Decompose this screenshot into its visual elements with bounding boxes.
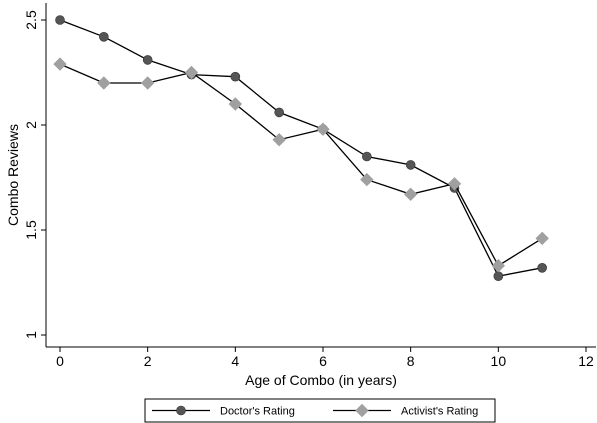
legend: Doctor's Rating Activist's Rating xyxy=(144,398,496,423)
data-point xyxy=(360,172,374,187)
data-point xyxy=(274,107,284,118)
series-1 xyxy=(55,15,547,282)
series-layer xyxy=(53,15,549,282)
legend-marker xyxy=(176,405,186,416)
data-point xyxy=(53,57,67,71)
series-2 xyxy=(53,57,549,273)
x-axis-title: Age of Combo (in years) xyxy=(245,372,397,388)
data-point xyxy=(405,160,416,170)
data-point xyxy=(537,262,547,273)
data-point xyxy=(403,187,418,202)
y-axis-title: Combo Reviews xyxy=(5,124,21,226)
y-tick-label: 1.5 xyxy=(23,220,39,240)
legend-marker xyxy=(355,403,369,418)
data-point xyxy=(184,65,199,80)
legend-entry: Activist's Rating xyxy=(333,403,478,418)
x-tick-label: 4 xyxy=(231,353,239,369)
x-tick-label: 10 xyxy=(491,353,507,369)
plot-area xyxy=(45,3,596,348)
data-point xyxy=(447,177,462,191)
series-line xyxy=(59,19,543,277)
x-axis: 0 2 4 6 8 10 12 xyxy=(56,347,594,369)
legend-box xyxy=(144,398,496,423)
x-tick-label: 6 xyxy=(319,353,327,369)
data-point xyxy=(230,71,241,82)
x-tick-label: 2 xyxy=(144,353,152,369)
data-point xyxy=(272,132,286,147)
series-line xyxy=(59,63,543,267)
legend-entry: Doctor's Rating xyxy=(152,406,295,418)
x-tick-label: 0 xyxy=(56,353,64,369)
legend-label: Activist's Rating xyxy=(401,406,478,418)
x-tick-label: 8 xyxy=(407,353,415,369)
y-tick-label: 2.5 xyxy=(23,10,39,30)
legend-label: Doctor's Rating xyxy=(220,406,295,418)
data-point xyxy=(140,76,155,90)
y-axis: 1 1.5 2 2.5 xyxy=(23,10,46,339)
y-tick-label: 1 xyxy=(23,331,39,339)
data-point xyxy=(55,15,65,25)
data-point xyxy=(142,55,153,65)
data-point xyxy=(228,97,243,111)
data-point xyxy=(99,31,109,42)
x-tick-label: 12 xyxy=(578,353,594,369)
data-point xyxy=(316,122,330,136)
data-point xyxy=(493,271,504,282)
data-point xyxy=(535,231,549,246)
y-tick-label: 2 xyxy=(23,121,39,129)
data-point xyxy=(362,151,372,162)
data-point xyxy=(491,258,506,273)
data-point xyxy=(97,76,111,90)
